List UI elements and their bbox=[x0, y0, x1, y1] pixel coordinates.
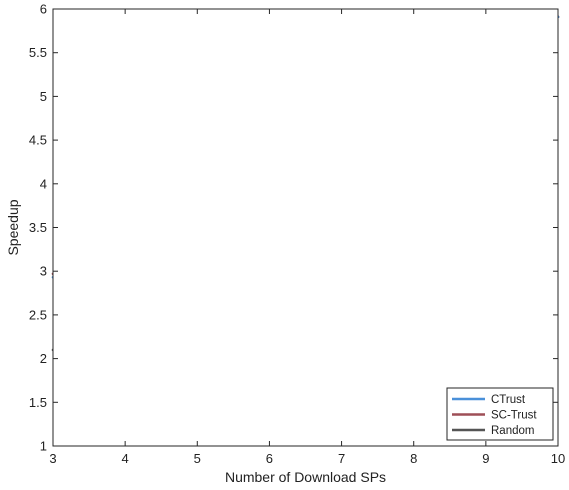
x-tick-label: 10 bbox=[551, 451, 565, 466]
y-tick-label: 4.5 bbox=[29, 133, 47, 148]
y-tick-label: 4 bbox=[40, 176, 47, 191]
y-tick-label: 6 bbox=[40, 2, 47, 17]
y-tick-label: 3.5 bbox=[29, 220, 47, 235]
plot-frame bbox=[52, 8, 559, 447]
x-tick-label: 9 bbox=[482, 451, 489, 466]
x-tick-label: 7 bbox=[338, 451, 345, 466]
y-axis-label: Speedup bbox=[5, 199, 21, 255]
y-tick-label: 2 bbox=[40, 351, 47, 366]
legend-entry: SC-Trust bbox=[491, 410, 537, 422]
x-axis-label: Number of Download SPs bbox=[225, 469, 386, 485]
y-tick-label: 2.5 bbox=[29, 307, 47, 322]
x-tick-label: 6 bbox=[266, 451, 273, 466]
y-tick-label: 3 bbox=[40, 264, 47, 279]
x-tick-label: 3 bbox=[49, 451, 56, 466]
y-tick-label: 5 bbox=[40, 89, 47, 104]
x-tick-label: 8 bbox=[410, 451, 417, 466]
x-tick-label: 5 bbox=[194, 451, 201, 466]
legend-entry: Random bbox=[491, 425, 534, 437]
tick-labels: 3 4 5 6 7 8 9 10 1 1.5 2 2.5 3 3.5 4 4.5 5 5.5 6 bbox=[29, 2, 565, 467]
legend-entry: CTrust bbox=[491, 394, 526, 406]
y-tick-label: 1 bbox=[40, 439, 47, 454]
x-tick-label: 4 bbox=[122, 451, 129, 466]
y-tick-label: 1.5 bbox=[29, 395, 47, 410]
y-tick-label: 5.5 bbox=[29, 45, 47, 60]
legend: CTrust SC-Trust Random bbox=[446, 387, 554, 441]
axes bbox=[52, 8, 559, 447]
